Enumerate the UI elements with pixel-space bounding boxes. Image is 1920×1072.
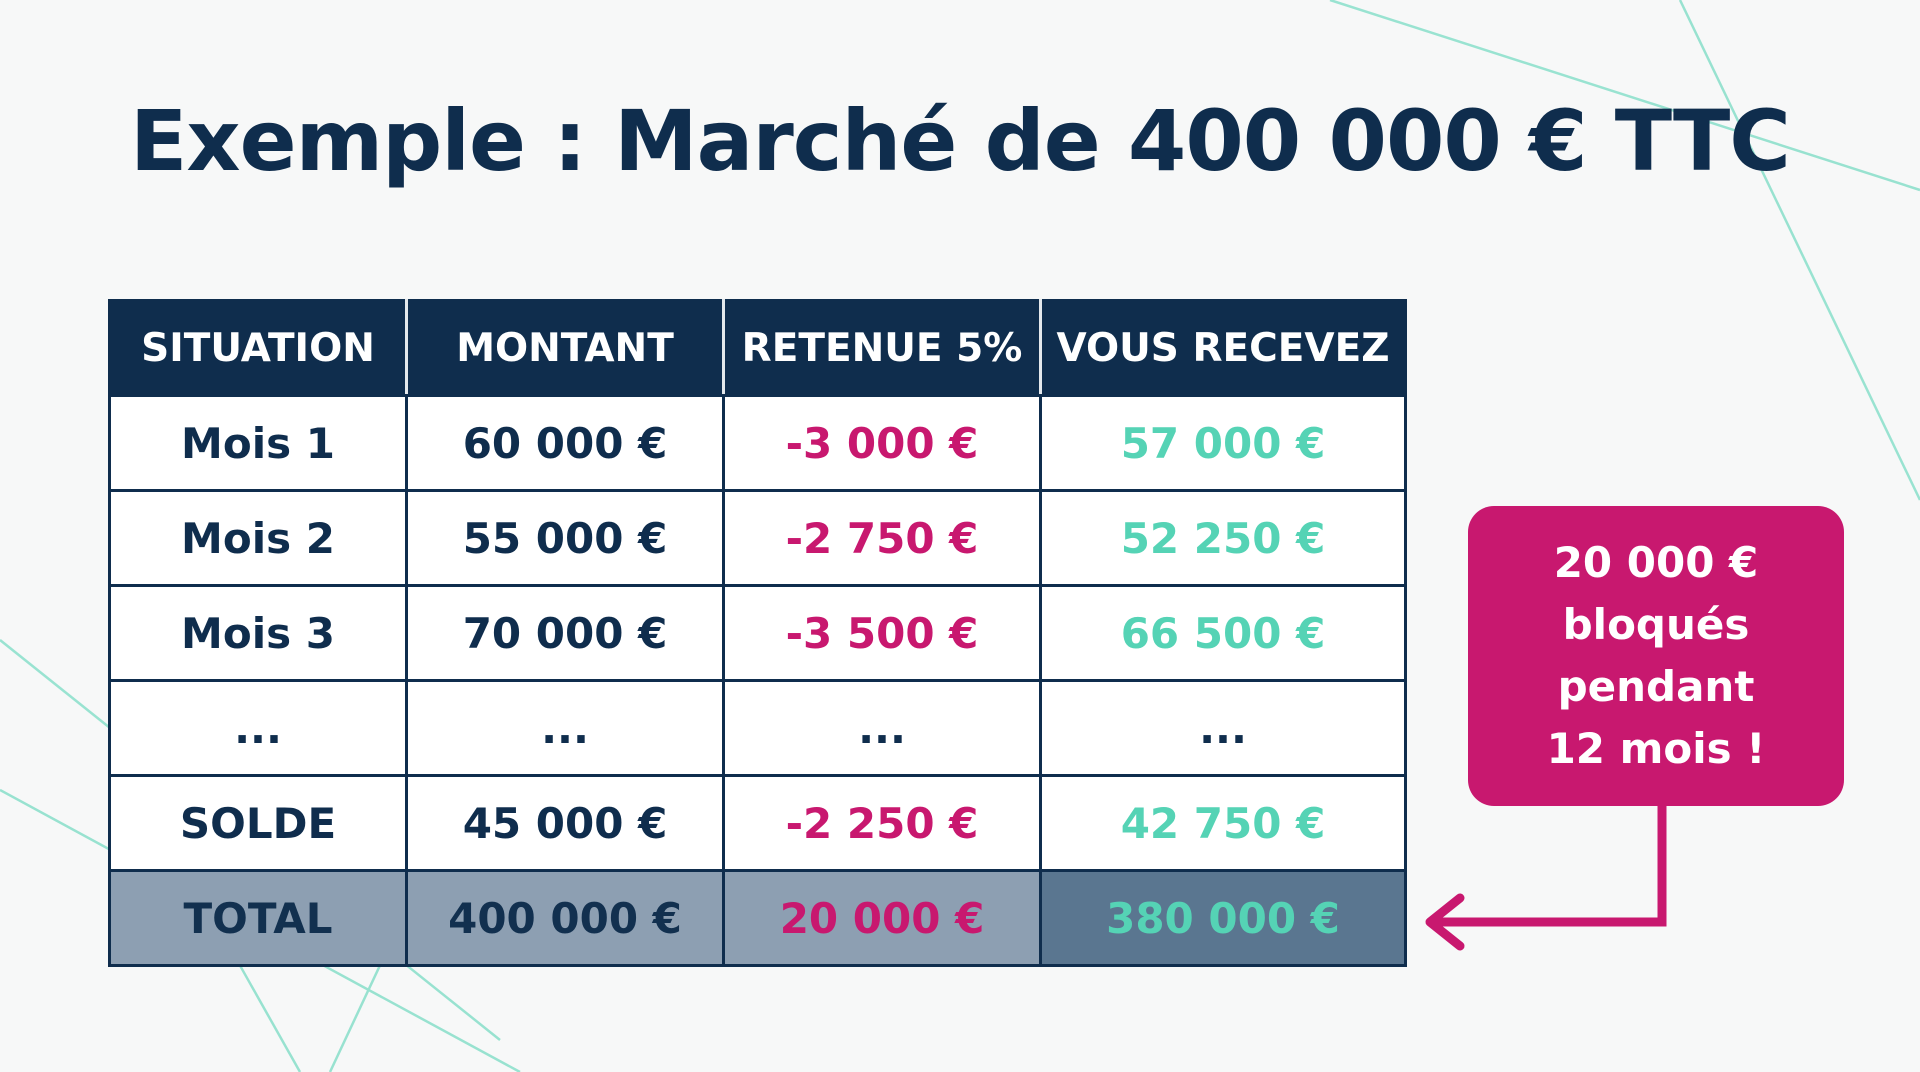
total-montant-cell: 400 000 € (405, 869, 725, 967)
table-header-row: SITUATION MONTANT RETENUE 5% VOUS RECEVE… (108, 299, 1407, 397)
bg-line (1678, 0, 1920, 501)
situation-cell: Mois 2 (108, 489, 408, 587)
retenue-cell: -2 250 € (722, 774, 1042, 872)
retenue-cell: -2 750 € (722, 489, 1042, 587)
montant-cell: 45 000 € (405, 774, 725, 872)
table-row: ... ... ... ... (108, 679, 1407, 777)
retenue-cell: -3 500 € (722, 584, 1042, 682)
table-row: Mois 2 55 000 € -2 750 € 52 250 € (108, 489, 1407, 587)
ellipsis-cell: ... (1039, 679, 1407, 777)
situation-cell: SOLDE (108, 774, 408, 872)
table-row: Mois 1 60 000 € -3 000 € 57 000 € (108, 394, 1407, 492)
ellipsis-cell: ... (722, 679, 1042, 777)
montant-cell: 70 000 € (405, 584, 725, 682)
column-header-vous-recevez: VOUS RECEVEZ (1039, 299, 1407, 397)
blocked-amount-callout: 20 000 € bloqués pendant 12 mois ! (1468, 506, 1844, 806)
retenue-cell: -3 000 € (722, 394, 1042, 492)
callout-text: 20 000 € bloqués pendant 12 mois ! (1546, 538, 1766, 773)
recevez-cell: 42 750 € (1039, 774, 1407, 872)
table-row: SOLDE 45 000 € -2 250 € 42 750 € (108, 774, 1407, 872)
recevez-cell: 52 250 € (1039, 489, 1407, 587)
table-row: Mois 3 70 000 € -3 500 € 66 500 € (108, 584, 1407, 682)
ellipsis-cell: ... (405, 679, 725, 777)
retention-table: SITUATION MONTANT RETENUE 5% VOUS RECEVE… (108, 299, 1407, 967)
bg-line (1329, 0, 1920, 192)
total-retenue-cell: 20 000 € (722, 869, 1042, 967)
montant-cell: 60 000 € (405, 394, 725, 492)
total-recevez-cell: 380 000 € (1039, 869, 1407, 967)
recevez-cell: 57 000 € (1039, 394, 1407, 492)
page-title: Exemple : Marché de 400 000 € TTC (130, 92, 1791, 190)
total-row: TOTAL 400 000 € 20 000 € 380 000 € (108, 869, 1407, 967)
total-label-cell: TOTAL (108, 869, 408, 967)
ellipsis-cell: ... (108, 679, 408, 777)
column-header-retenue: RETENUE 5% (722, 299, 1042, 397)
situation-cell: Mois 1 (108, 394, 408, 492)
situation-cell: Mois 3 (108, 584, 408, 682)
column-header-montant: MONTANT (405, 299, 725, 397)
montant-cell: 55 000 € (405, 489, 725, 587)
recevez-cell: 66 500 € (1039, 584, 1407, 682)
column-header-situation: SITUATION (108, 299, 408, 397)
